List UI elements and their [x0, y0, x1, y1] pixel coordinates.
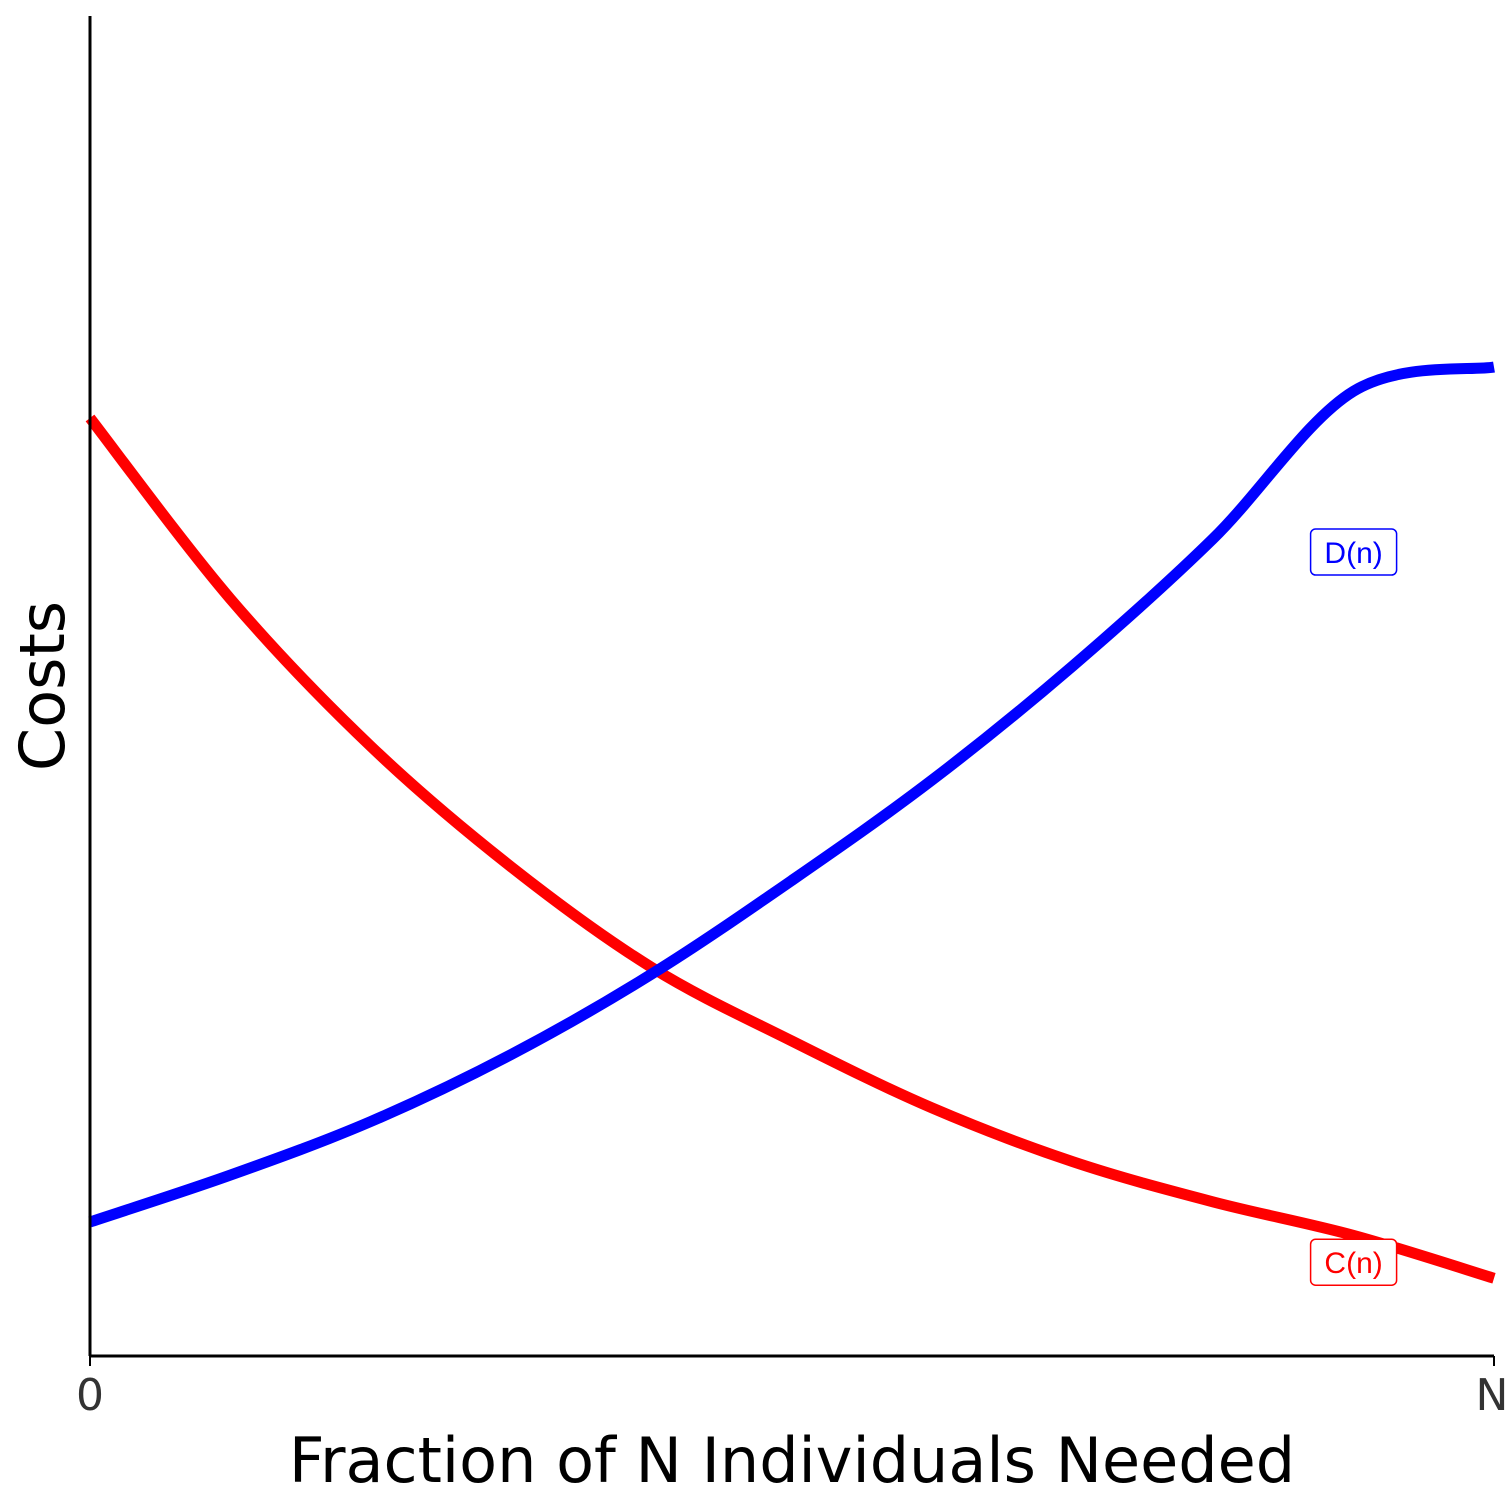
annotation-layer: D(n) C(n) [1309, 528, 1398, 1286]
series-line-1 [88, 361, 1495, 1228]
series-label-1-box [1309, 1238, 1398, 1286]
series-layer [85, 361, 1496, 1284]
x-tick-0-label: 0 [76, 1370, 104, 1421]
series-label-1: C(n) [1309, 1238, 1398, 1286]
series-label-1-text: C(n) [1324, 1247, 1382, 1280]
y-axis-title: Costs [6, 601, 79, 771]
series-label-0-text: D(n) [1324, 537, 1382, 570]
series-label-0: D(n) [1309, 528, 1398, 576]
series-label-0-box [1309, 528, 1398, 576]
series-line-0 [85, 414, 1496, 1284]
x-axis-title: Fraction of N Individuals Needed [289, 1424, 1295, 1497]
x-tick-1-label: N [1476, 1370, 1509, 1421]
